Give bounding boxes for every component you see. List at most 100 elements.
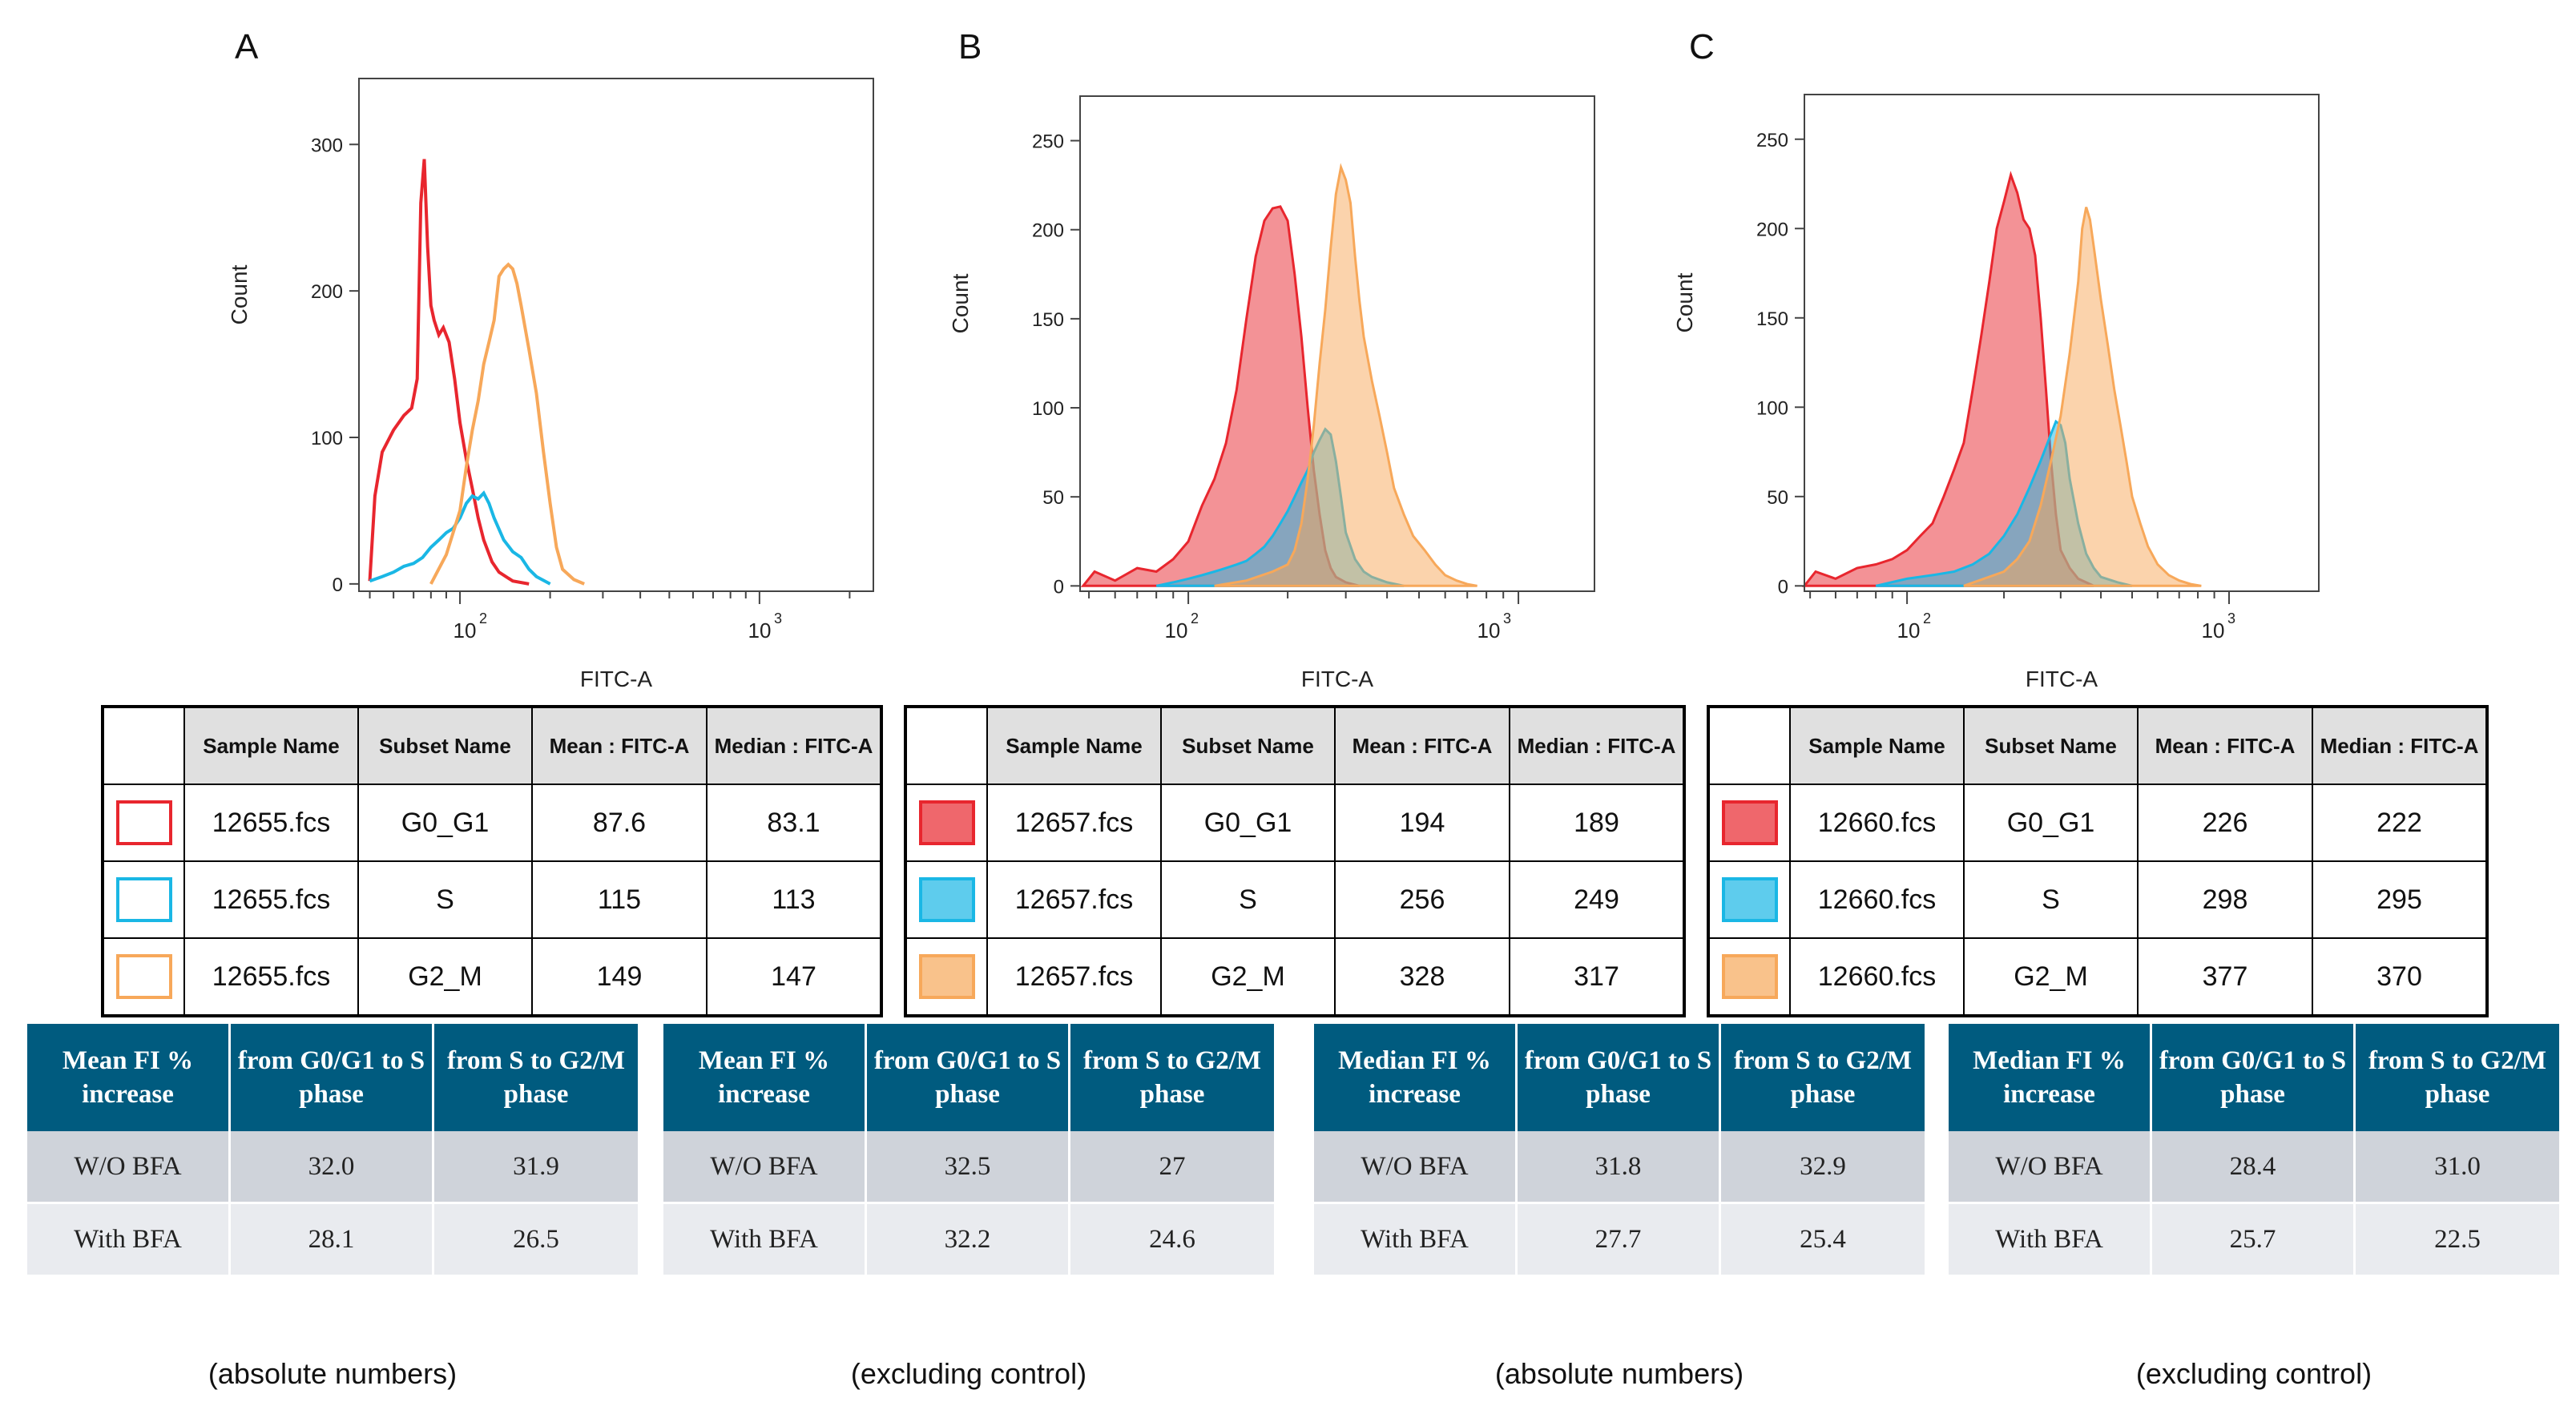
x-axis-label: FITC-A xyxy=(1301,667,1374,691)
header-blank xyxy=(1707,706,1791,785)
pct-header-g0g1-to-s: from G0/G1 to S phase xyxy=(867,1024,1070,1131)
header-sample-name: Sample Name xyxy=(986,706,1162,785)
sample-cell: 12660.fcs xyxy=(1789,860,1965,939)
pct-table-mean-absolute: Mean FI % increase from G0/G1 to S phase… xyxy=(27,1024,638,1275)
value-cell: 25.7 xyxy=(2152,1204,2356,1275)
sample-cell: 12660.fcs xyxy=(1789,784,1965,862)
value-cell: 28.1 xyxy=(231,1204,434,1275)
table-row: 12657.fcs G2_M 328 317 xyxy=(905,937,1685,1017)
caption-median-excluding: (excluding control) xyxy=(2135,1357,2372,1390)
condition-cell: W/O BFA xyxy=(27,1131,231,1204)
legend-cell xyxy=(905,937,988,1017)
mean-cell: 194 xyxy=(1334,784,1510,862)
legend-cell xyxy=(102,784,185,862)
legend-cell xyxy=(102,860,185,939)
mean-cell: 256 xyxy=(1334,860,1510,939)
plot-frame xyxy=(1079,95,1595,592)
table-row: 12655.fcs G0_G1 87.6 83.1 xyxy=(102,784,882,862)
pct-table-median-absolute: Median FI % increase from G0/G1 to S pha… xyxy=(1314,1024,1925,1275)
pct-header-g0g1-to-s: from G0/G1 to S phase xyxy=(1518,1024,1721,1131)
median-cell: 113 xyxy=(706,860,882,939)
median-cell: 83.1 xyxy=(706,784,882,862)
y-tick-label: 0 xyxy=(333,574,343,596)
x-tick-label: 10 xyxy=(1897,618,1921,643)
x-tick-label: 10 xyxy=(454,618,477,643)
legend-cell xyxy=(102,937,185,1017)
table-row: 12655.fcs G2_M 149 147 xyxy=(102,937,882,1017)
subset-cell: G2_M xyxy=(1160,937,1336,1017)
y-tick-label: 150 xyxy=(1756,308,1788,330)
value-cell: 32.2 xyxy=(867,1204,1070,1275)
plot-frame xyxy=(1804,94,2320,592)
x-tick-label: 10 xyxy=(748,618,772,643)
pct-table-median-excluding: Median FI % increase from G0/G1 to S pha… xyxy=(1949,1024,2559,1275)
median-cell: 147 xyxy=(706,937,882,1017)
stats-table-a: Sample Name Subset Name Mean : FITC-A Me… xyxy=(101,705,883,1017)
y-tick-label: 250 xyxy=(1756,130,1788,151)
legend-cell xyxy=(1707,860,1791,939)
mean-cell: 226 xyxy=(2137,784,2313,862)
condition-cell: With BFA xyxy=(663,1204,867,1275)
mean-cell: 87.6 xyxy=(531,784,707,862)
pct-header-s-to-g2m: from S to G2/M phase xyxy=(1070,1024,1274,1131)
x-tick-label: 10 xyxy=(2202,618,2225,643)
panel-letter-a: A xyxy=(235,27,259,66)
mean-cell: 115 xyxy=(531,860,707,939)
subset-cell: S xyxy=(1963,860,2139,939)
legend-cell xyxy=(905,860,988,939)
sample-cell: 12655.fcs xyxy=(183,860,359,939)
table-row: 12660.fcs G0_G1 226 222 xyxy=(1707,784,2488,862)
legend-swatch-s xyxy=(918,877,975,922)
y-tick-label: 200 xyxy=(1756,219,1788,240)
table-row: With BFA 25.7 22.5 xyxy=(1949,1204,2559,1275)
condition-cell: With BFA xyxy=(27,1204,231,1275)
table-row: With BFA 32.2 24.6 xyxy=(663,1204,1274,1275)
value-cell: 27.7 xyxy=(1518,1204,1721,1275)
value-cell: 27 xyxy=(1070,1131,1274,1204)
header-mean: Mean : FITC-A xyxy=(1334,706,1510,785)
header-subset-name: Subset Name xyxy=(1963,706,2139,785)
value-cell: 32.9 xyxy=(1721,1131,1925,1204)
pct-header-s-to-g2m: from S to G2/M phase xyxy=(2356,1024,2559,1131)
table-row: W/O BFA 28.4 31.0 xyxy=(1949,1131,2559,1204)
value-cell: 31.9 xyxy=(434,1131,638,1204)
y-tick-label: 150 xyxy=(1032,309,1064,331)
y-axis-label: Count xyxy=(227,264,252,324)
x-tick-exponent: 3 xyxy=(1503,610,1511,626)
median-cell: 370 xyxy=(2312,937,2488,1017)
header-median: Median : FITC-A xyxy=(706,706,882,785)
header-median: Median : FITC-A xyxy=(1509,706,1685,785)
stats-header-row: Sample Name Subset Name Mean : FITC-A Me… xyxy=(1707,706,2488,785)
value-cell: 25.4 xyxy=(1721,1204,1925,1275)
series-s-line xyxy=(369,490,551,586)
legend-cell xyxy=(1707,784,1791,862)
sample-cell: 12657.fcs xyxy=(986,860,1162,939)
y-axis-label: Count xyxy=(1672,272,1697,332)
pct-header-metric: Median FI % increase xyxy=(1949,1024,2152,1131)
legend-swatch-g2m xyxy=(918,954,975,999)
table-row: 12657.fcs G0_G1 194 189 xyxy=(905,784,1685,862)
x-tick-exponent: 2 xyxy=(1923,610,1931,626)
header-mean: Mean : FITC-A xyxy=(531,706,707,785)
median-cell: 295 xyxy=(2312,860,2488,939)
condition-cell: W/O BFA xyxy=(1314,1131,1518,1204)
table-row: W/O BFA 32.0 31.9 xyxy=(27,1131,638,1204)
x-tick-label: 10 xyxy=(1477,618,1501,643)
legend-swatch-g0g1 xyxy=(918,800,975,845)
subset-cell: G2_M xyxy=(357,937,533,1017)
panel-letter-b: B xyxy=(958,27,982,66)
stats-table-c: Sample Name Subset Name Mean : FITC-A Me… xyxy=(1707,705,2489,1017)
median-cell: 249 xyxy=(1509,860,1685,939)
header-blank xyxy=(102,706,185,785)
pct-table-mean-excluding: Mean FI % increase from G0/G1 to S phase… xyxy=(663,1024,1274,1275)
condition-cell: With BFA xyxy=(1314,1204,1518,1275)
table-row: W/O BFA 31.8 32.9 xyxy=(1314,1131,1925,1204)
mean-cell: 377 xyxy=(2137,937,2313,1017)
subset-cell: G0_G1 xyxy=(1963,784,2139,862)
y-tick-label: 100 xyxy=(1032,398,1064,420)
table-row: With BFA 28.1 26.5 xyxy=(27,1204,638,1275)
mean-cell: 149 xyxy=(531,937,707,1017)
legend-cell xyxy=(905,784,988,862)
legend-swatch-g2m xyxy=(115,954,172,999)
x-tick-exponent: 2 xyxy=(1191,610,1199,626)
